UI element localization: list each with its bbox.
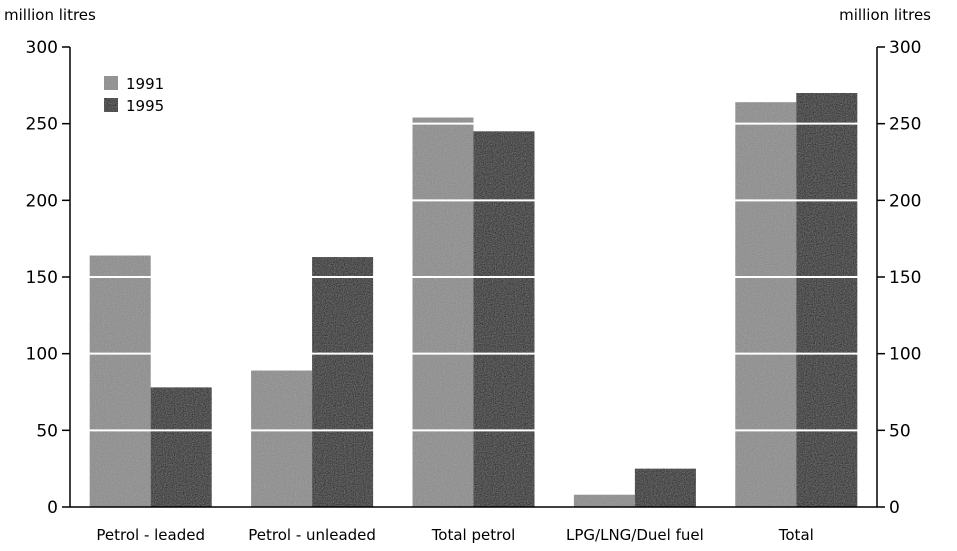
gridlines (70, 122, 877, 432)
y-tick-label-left: 200 (26, 191, 58, 211)
y-axis-label-left: million litres (4, 6, 96, 24)
bar-1991 (412, 117, 474, 508)
bar-1995 (473, 131, 535, 508)
y-axis-label-right: million litres (839, 6, 931, 24)
y-tick-label-left: 100 (26, 345, 58, 365)
y-tick-label-right: 100 (889, 345, 921, 365)
y-tick-label-left: 50 (36, 421, 58, 441)
bar-1991 (89, 255, 151, 507)
legend: 1991 1995 (104, 75, 164, 115)
bar-1991 (573, 494, 635, 507)
bar-1995 (150, 387, 212, 507)
x-tick-label: Total (778, 526, 814, 544)
bar-1995 (796, 93, 858, 507)
y-tick-label-right: 50 (889, 421, 911, 441)
legend-swatch-1991 (104, 76, 118, 90)
y-tick-label-left: 300 (26, 38, 58, 58)
bar-1995 (634, 468, 696, 507)
y-tick-label-left: 0 (47, 498, 58, 518)
x-tick-label: Total petrol (431, 526, 516, 544)
bars-layer (89, 93, 858, 508)
axes: Petrol - leaded Petrol - unleaded Total pe… (26, 38, 922, 544)
x-tick-label: Petrol - leaded (96, 526, 205, 544)
y-tick-label-right: 300 (889, 38, 921, 58)
legend-label-1991: 1991 (126, 75, 164, 93)
legend-swatch-1995 (104, 98, 118, 112)
bar-1991 (251, 370, 313, 507)
bar-1995 (312, 257, 374, 507)
legend-label-1995: 1995 (126, 97, 164, 115)
y-tick-label-left: 250 (26, 115, 58, 135)
bar-1991 (735, 102, 797, 507)
y-tick-label-right: 250 (889, 115, 921, 135)
x-tick-label: Petrol - unleaded (248, 526, 376, 544)
y-tick-label-right: 0 (889, 498, 900, 518)
x-tick-label: LPG/LNG/Duel fuel (566, 526, 704, 544)
y-tick-label-right: 150 (889, 268, 921, 288)
y-tick-label-right: 200 (889, 191, 921, 211)
y-tick-label-left: 150 (26, 268, 58, 288)
